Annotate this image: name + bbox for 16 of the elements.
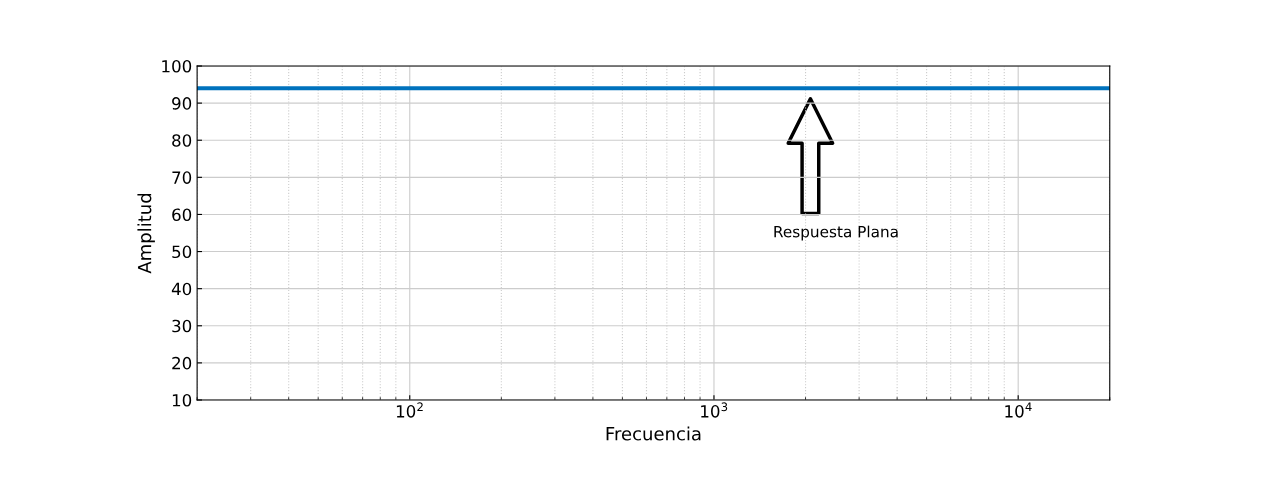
y-tick-label: 30 bbox=[172, 319, 192, 333]
y-tick-label: 70 bbox=[172, 171, 192, 184]
y-tick-label: 90 bbox=[172, 97, 192, 110]
y-tick-label: 10 bbox=[172, 393, 192, 407]
y-tick-label: 80 bbox=[172, 134, 192, 147]
y-tick-label: 40 bbox=[171, 282, 192, 296]
y-tick-label: 60 bbox=[172, 208, 192, 222]
x-tick-label: 10$^{2}$ bbox=[396, 402, 423, 418]
y-tick-label: 20 bbox=[172, 356, 192, 370]
x-axis-title: Frecuencia bbox=[606, 426, 701, 441]
x-tick-label: 10$^{4}$ bbox=[1005, 402, 1032, 418]
y-tick-label: 50 bbox=[172, 245, 192, 259]
x-tick-label: 10$^{3}$ bbox=[701, 402, 728, 418]
y-tick-label: 100 bbox=[162, 59, 192, 73]
annotation: Respuesta Plana bbox=[774, 225, 898, 241]
y-axis-title: Amplitud bbox=[137, 193, 155, 274]
